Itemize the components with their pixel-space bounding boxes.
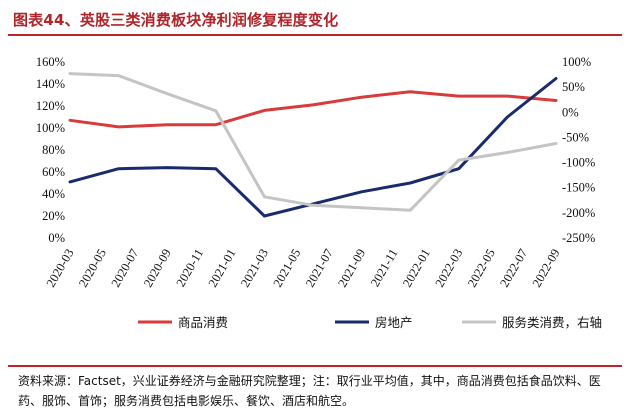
left-tick-label: 140% [36,77,65,91]
x-tick-label: 2022-09 [530,247,563,290]
x-tick-label: 2021-03 [238,247,271,290]
series-line-3 [68,72,558,212]
x-tick-label: 2022-01 [400,247,433,290]
legend-label: 服务类消费，右轴 [502,315,602,330]
x-tick-label: 2020-03 [44,247,77,290]
legend: 商品消费 房地产 服务类消费，右轴 [138,315,602,330]
right-tick-label: 0% [562,105,579,119]
right-tick-label: 50% [562,80,585,94]
left-tick-label: 100% [36,121,65,135]
left-tick-label: 80% [42,143,65,157]
right-tick-label: -200% [562,206,595,220]
left-axis-ticks: 0% 20% 40% 60% 80% 100% 120% 140% 160% [36,55,65,245]
x-tick-label: 2021-09 [335,247,368,290]
x-axis-ticks: 2020-03 2020-05 2020-07 2020-09 2020-11 2021-… [44,247,563,290]
line-chart: 0% 20% 40% 60% 80% 100% 120% 140% 160% -250% -200… [36,55,602,330]
x-tick-label: 2020-09 [141,247,174,290]
left-tick-label: 40% [42,187,65,201]
x-tick-label: 2021-01 [206,247,239,290]
right-tick-label: -50% [562,130,589,144]
x-tick-label: 2021-05 [270,247,303,290]
series-line-1 [68,90,558,129]
x-tick-label: 2022-03 [432,247,465,290]
series-line-2 [68,77,558,218]
left-tick-label: 20% [42,209,65,223]
right-tick-label: -150% [562,181,595,195]
legend-label: 商品消费 [178,315,228,330]
figure-title: 图表44、英股三类消费板块净利润修复程度变化 [13,11,339,29]
left-tick-label: 60% [42,165,65,179]
legend-label: 房地产 [375,315,413,330]
left-tick-label: 160% [36,55,65,69]
right-tick-label: 100% [562,55,591,69]
x-tick-label: 2022-07 [497,247,530,290]
top-rule [8,34,622,36]
x-tick-label: 2020-07 [108,247,141,290]
x-tick-label: 2021-11 [368,247,401,290]
left-tick-label: 0% [48,231,65,245]
x-tick-label: 2020-11 [173,247,206,290]
right-tick-label: -100% [562,156,595,170]
right-axis-ticks: -250% -200% -150% -100% -50% 0% 50% 100% [562,55,595,245]
left-tick-label: 120% [36,99,65,113]
series-layer [68,72,558,218]
x-tick-label: 2020-05 [76,247,109,290]
x-tick-label: 2022-05 [465,247,498,290]
source-note: 资料来源：Factset，兴业证券经济与金融研究院整理；注：取行业平均值，其中，… [18,374,601,408]
right-tick-label: -250% [562,231,595,245]
bottom-rule [8,365,622,367]
x-tick-label: 2021-07 [303,247,336,290]
